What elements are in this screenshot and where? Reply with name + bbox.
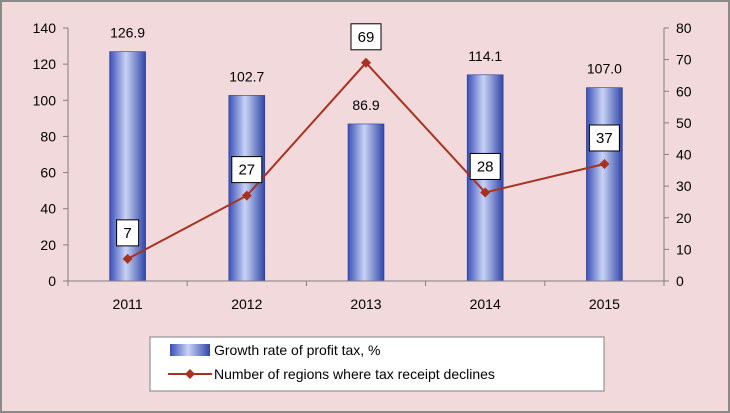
legend-box <box>149 336 605 392</box>
line-point-marker <box>480 187 491 198</box>
line-series <box>122 57 610 264</box>
x-tick-label: 2012 <box>231 296 262 312</box>
x-tick-label: 2013 <box>350 296 381 312</box>
left-axis-ticks: 0 20 40 60 80 100 120 140 <box>33 20 68 289</box>
right-tick-label: 20 <box>676 210 692 226</box>
line-value-label: 69 <box>358 29 375 46</box>
right-tick-label: 0 <box>676 273 684 289</box>
bar-value-label: 107.0 <box>587 61 622 77</box>
line-point-marker <box>361 57 371 68</box>
line-point-marker <box>122 253 133 264</box>
bar <box>347 123 385 282</box>
right-tick-label: 50 <box>676 115 692 131</box>
bar-value-label: 126.9 <box>110 25 145 41</box>
left-tick-label: 140 <box>33 20 57 36</box>
legend-bar-swatch <box>170 344 210 356</box>
right-tick-label: 10 <box>676 241 692 257</box>
line-point-marker <box>599 158 610 169</box>
line-value-label-box <box>350 23 382 51</box>
legend-line-marker <box>185 369 195 379</box>
left-tick-label: 60 <box>40 165 56 181</box>
right-tick-label: 80 <box>676 20 692 36</box>
left-tick-label: 100 <box>33 92 57 108</box>
left-tick-label: 20 <box>40 237 56 253</box>
line-value-label-box <box>116 219 140 247</box>
left-tick-label: 0 <box>48 273 56 289</box>
legend-line-label: Number of regions where tax receipt decl… <box>214 366 495 382</box>
line-value-label-box <box>231 156 263 184</box>
line-value-label: 37 <box>596 130 613 147</box>
line-value-label: 28 <box>477 158 494 175</box>
x-tick-label: 2015 <box>589 296 620 312</box>
left-tick-label: 80 <box>40 128 56 144</box>
x-tick-label: 2014 <box>470 296 501 312</box>
line-value-label: 27 <box>238 162 255 179</box>
legend-bar-label: Growth rate of profit tax, % <box>214 342 381 358</box>
legend: Growth rate of profit tax, % Number of r… <box>149 336 605 392</box>
bar <box>586 87 623 282</box>
right-axis-ticks: 0 10 20 30 40 50 60 70 80 <box>664 20 692 289</box>
bar-value-label: 86.9 <box>352 97 379 113</box>
line-value-labels: 7 27 69 28 37 <box>116 23 620 247</box>
line-value-label-box <box>469 152 501 180</box>
line-value-label: 7 <box>123 225 131 242</box>
right-tick-label: 60 <box>676 83 692 99</box>
x-axis-ticks: 2011 2012 2013 2014 2015 <box>67 281 665 312</box>
bar <box>228 95 266 282</box>
x-tick-label: 2011 <box>113 296 143 312</box>
line-value-label-box <box>588 124 620 152</box>
line-point-marker <box>241 190 252 201</box>
bar-value-label: 114.1 <box>468 48 502 64</box>
bar <box>109 51 146 282</box>
right-tick-label: 70 <box>676 52 692 68</box>
bar-value-label: 102.7 <box>229 68 264 84</box>
bar-value-labels: 126.9 102.7 86.9 114.1 107.0 <box>110 25 622 113</box>
right-tick-label: 40 <box>676 147 692 163</box>
left-tick-label: 40 <box>40 201 56 217</box>
right-tick-label: 30 <box>676 178 692 194</box>
bar-series <box>109 51 623 282</box>
left-tick-label: 120 <box>33 56 57 72</box>
